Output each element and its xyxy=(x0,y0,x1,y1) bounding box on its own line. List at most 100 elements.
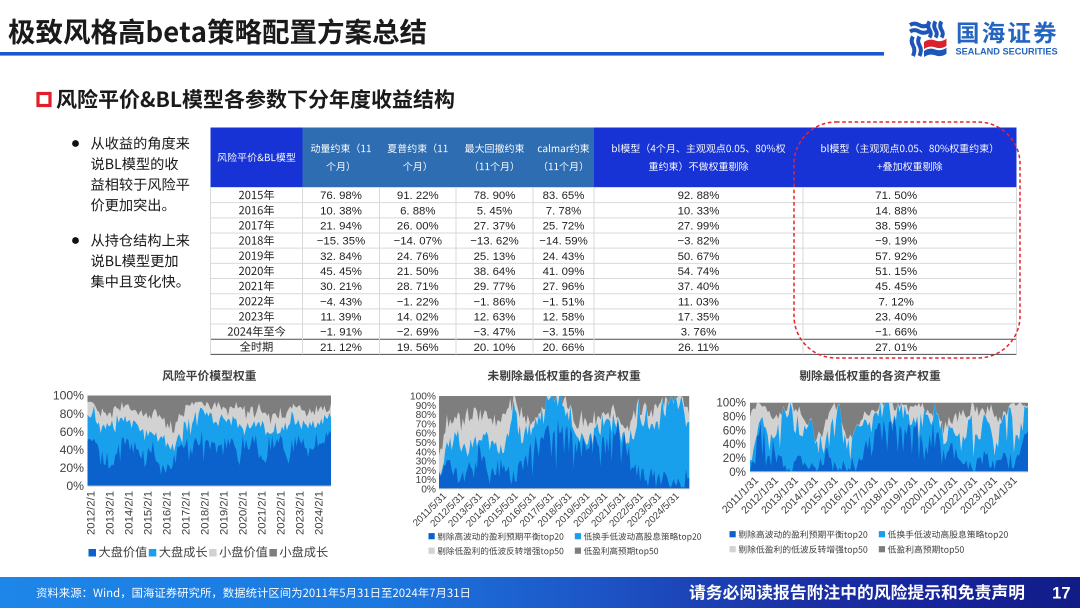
svg-text:2021/2/1: 2021/2/1 xyxy=(257,491,269,535)
svg-text:70%: 70% xyxy=(416,419,436,430)
svg-text:0%: 0% xyxy=(421,484,436,495)
svg-text:14. 02%: 14. 02% xyxy=(397,312,439,324)
svg-text:10%: 10% xyxy=(416,475,436,486)
svg-text:23. 40%: 23. 40% xyxy=(875,312,917,324)
svg-text:24. 43%: 24. 43% xyxy=(543,251,585,263)
svg-text:29. 77%: 29. 77% xyxy=(474,281,516,293)
svg-text:78. 90%: 78. 90% xyxy=(474,190,516,202)
svg-text:17. 35%: 17. 35% xyxy=(678,312,720,324)
svg-text:100%: 100% xyxy=(53,389,84,403)
svg-text:40%: 40% xyxy=(60,443,85,457)
svg-text:30. 21%: 30. 21% xyxy=(320,281,362,293)
svg-text:2023/2/1: 2023/2/1 xyxy=(295,491,307,535)
svg-text:−2. 69%: −2. 69% xyxy=(397,327,439,339)
svg-text:SEALAND SECURITIES: SEALAND SECURITIES xyxy=(956,47,1058,57)
svg-text:71. 50%: 71. 50% xyxy=(875,190,917,202)
svg-text:80%: 80% xyxy=(723,411,746,424)
svg-text:−1. 86%: −1. 86% xyxy=(473,296,515,308)
svg-text:2015/2/1: 2015/2/1 xyxy=(143,491,155,535)
svg-text:30%: 30% xyxy=(416,457,436,468)
svg-text:3. 76%: 3. 76% xyxy=(681,327,716,339)
svg-text:45. 45%: 45. 45% xyxy=(320,266,362,278)
svg-text:50. 67%: 50. 67% xyxy=(678,251,720,263)
svg-text:10. 38%: 10. 38% xyxy=(320,205,362,217)
svg-text:27. 96%: 27. 96% xyxy=(543,281,585,293)
svg-text:26. 11%: 26. 11% xyxy=(678,342,719,354)
svg-text:100%: 100% xyxy=(716,397,746,410)
svg-text:6. 88%: 6. 88% xyxy=(400,205,435,217)
svg-text:11. 03%: 11. 03% xyxy=(678,296,719,308)
svg-text:40%: 40% xyxy=(723,438,746,451)
svg-text:12. 63%: 12. 63% xyxy=(474,312,516,324)
svg-text:50%: 50% xyxy=(416,438,436,449)
svg-text:10. 33%: 10. 33% xyxy=(678,205,720,217)
svg-text:14. 88%: 14. 88% xyxy=(875,205,917,217)
svg-text:2022/2/1: 2022/2/1 xyxy=(276,491,288,535)
svg-text:2013/2/1: 2013/2/1 xyxy=(105,491,117,535)
svg-text:2024/2/1: 2024/2/1 xyxy=(314,491,326,535)
svg-text:38. 59%: 38. 59% xyxy=(875,221,917,233)
svg-text:−15. 35%: −15. 35% xyxy=(317,236,365,248)
svg-text:21. 12%: 21. 12% xyxy=(320,342,362,354)
svg-text:26. 00%: 26. 00% xyxy=(397,221,439,233)
svg-text:54. 74%: 54. 74% xyxy=(678,266,720,278)
svg-text:51. 15%: 51. 15% xyxy=(875,266,917,278)
svg-text:20%: 20% xyxy=(723,452,746,465)
svg-text:20. 66%: 20. 66% xyxy=(543,342,585,354)
svg-text:7. 12%: 7. 12% xyxy=(878,296,913,308)
svg-text:20%: 20% xyxy=(60,461,85,475)
svg-text:2020/2/1: 2020/2/1 xyxy=(238,491,250,535)
svg-text:2012/2/1: 2012/2/1 xyxy=(86,491,98,535)
svg-text:2019/2/1: 2019/2/1 xyxy=(219,491,231,535)
svg-text:−9. 19%: −9. 19% xyxy=(875,236,917,248)
svg-text:80%: 80% xyxy=(60,407,85,421)
svg-text:32. 84%: 32. 84% xyxy=(320,251,362,263)
svg-text:7. 78%: 7. 78% xyxy=(546,205,581,217)
svg-text:41. 09%: 41. 09% xyxy=(543,266,585,278)
svg-text:2017/2/1: 2017/2/1 xyxy=(181,491,193,535)
svg-text:76. 98%: 76. 98% xyxy=(320,190,362,202)
svg-text:27. 01%: 27. 01% xyxy=(875,342,917,354)
svg-text:−13. 62%: −13. 62% xyxy=(470,236,518,248)
svg-text:19. 56%: 19. 56% xyxy=(397,342,439,354)
svg-text:37. 40%: 37. 40% xyxy=(678,281,720,293)
svg-text:21. 94%: 21. 94% xyxy=(320,221,362,233)
svg-text:57. 92%: 57. 92% xyxy=(875,251,917,263)
svg-text:24. 76%: 24. 76% xyxy=(397,251,439,263)
svg-text:90%: 90% xyxy=(416,401,436,412)
svg-text:2014/2/1: 2014/2/1 xyxy=(124,491,136,535)
svg-text:21. 50%: 21. 50% xyxy=(397,266,439,278)
svg-text:−1. 51%: −1. 51% xyxy=(542,296,584,308)
svg-text:0%: 0% xyxy=(729,466,746,479)
svg-text:25. 72%: 25. 72% xyxy=(543,221,585,233)
svg-text:92. 88%: 92. 88% xyxy=(678,190,720,202)
svg-text:38. 64%: 38. 64% xyxy=(474,266,516,278)
svg-text:27. 37%: 27. 37% xyxy=(474,221,516,233)
svg-text:−14. 07%: −14. 07% xyxy=(394,236,442,248)
svg-text:25. 13%: 25. 13% xyxy=(474,251,516,263)
svg-text:−1. 66%: −1. 66% xyxy=(875,327,917,339)
svg-text:11. 39%: 11. 39% xyxy=(321,312,362,324)
svg-text:−14. 59%: −14. 59% xyxy=(539,236,587,248)
svg-text:5. 45%: 5. 45% xyxy=(477,205,512,217)
svg-text:60%: 60% xyxy=(723,424,746,437)
svg-text:27. 99%: 27. 99% xyxy=(678,221,720,233)
svg-text:2016/2/1: 2016/2/1 xyxy=(162,491,174,535)
svg-text:0%: 0% xyxy=(66,479,84,493)
svg-text:45. 45%: 45. 45% xyxy=(875,281,917,293)
svg-text:−1. 91%: −1. 91% xyxy=(320,327,362,339)
svg-text:28. 71%: 28. 71% xyxy=(397,281,439,293)
svg-text:40%: 40% xyxy=(416,447,436,458)
svg-text:60%: 60% xyxy=(416,429,436,440)
svg-text:60%: 60% xyxy=(60,425,85,439)
svg-text:−4. 43%: −4. 43% xyxy=(320,296,362,308)
svg-text:2018/2/1: 2018/2/1 xyxy=(200,491,212,535)
svg-text:−1. 22%: −1. 22% xyxy=(397,296,439,308)
svg-text:91. 22%: 91. 22% xyxy=(397,190,439,202)
svg-text:100%: 100% xyxy=(410,392,436,403)
svg-text:20%: 20% xyxy=(416,466,436,477)
svg-text:12. 58%: 12. 58% xyxy=(543,312,585,324)
svg-text:−3. 47%: −3. 47% xyxy=(473,327,515,339)
svg-text:−3. 15%: −3. 15% xyxy=(542,327,584,339)
svg-text:−3. 82%: −3. 82% xyxy=(677,236,719,248)
